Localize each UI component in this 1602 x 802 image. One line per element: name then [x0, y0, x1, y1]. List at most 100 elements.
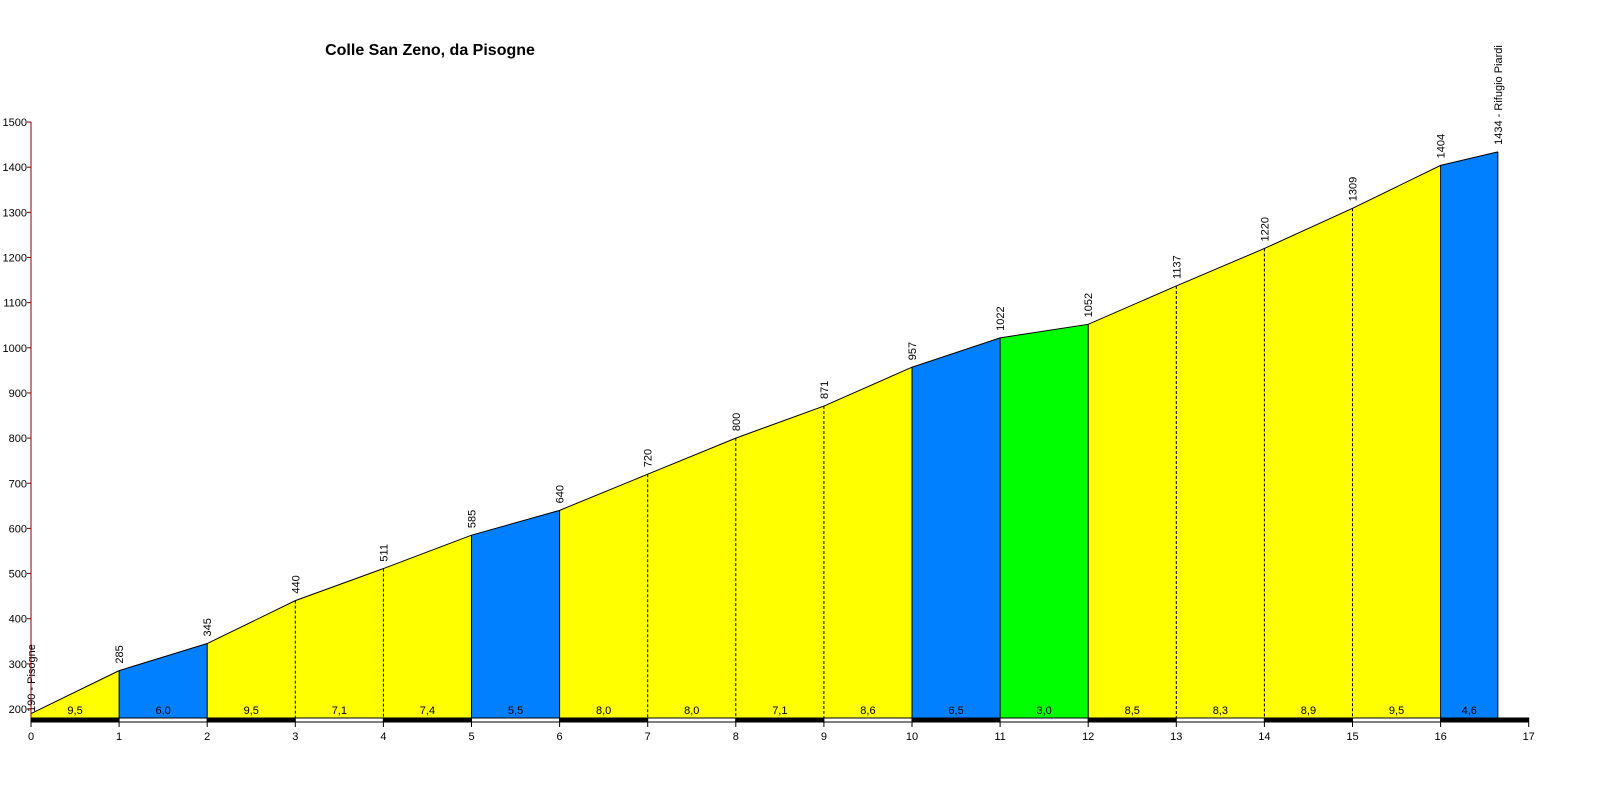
segment-fill	[912, 337, 1001, 718]
segment-fill	[295, 568, 384, 718]
x-tick-label: 15	[1346, 731, 1358, 743]
segment-fill	[119, 643, 208, 718]
x-tick-label: 12	[1082, 731, 1094, 743]
x-tick-label: 9	[821, 731, 827, 743]
gradient-label: 8,6	[860, 705, 875, 717]
y-tick-label: 200	[9, 704, 27, 716]
elevation-label: 957	[907, 342, 919, 360]
segment-fill	[1264, 208, 1353, 718]
gradient-label: 9,5	[1389, 705, 1404, 717]
distance-bar-segment	[294, 717, 384, 723]
x-tick-label: 6	[557, 731, 563, 743]
chart-title: Colle San Zeno, da Pisogne	[325, 42, 535, 59]
segment-fill	[471, 510, 560, 718]
gradient-labels: 9,5 6,0 9,5 7,1 7,4 5,5 8,0 8,0 7,1 8,6 6,5 3,0 8,5 8…	[67, 705, 1476, 717]
elevation-label: 285	[114, 645, 126, 663]
gradient-label: 8,3	[1213, 705, 1228, 717]
segment-fills	[31, 151, 1498, 719]
elevation-label: 1434 - Rifugio Piardi	[1493, 45, 1505, 145]
segment-dividers	[30, 151, 1499, 718]
segment-fill	[735, 406, 824, 718]
distance-bar-segment	[559, 717, 649, 723]
x-axis: 0 1 2 3 4 5 6 7 8 9 10 11 12 13 14 15 16 17	[28, 721, 1535, 743]
segment-fill	[1352, 165, 1441, 719]
y-tick-label: 1300	[3, 207, 27, 219]
distance-bar-segment	[1087, 717, 1177, 723]
distance-bar-segment	[1440, 717, 1499, 723]
distance-bar-segment	[1175, 717, 1265, 723]
elevation-label: 190 - Pisogne	[26, 644, 38, 712]
segment-fill	[1440, 151, 1498, 718]
y-tick-label: 400	[9, 614, 27, 626]
gradient-label: 3,0	[1037, 705, 1052, 717]
y-tick-label: 900	[9, 388, 27, 400]
y-tick-label: 600	[9, 523, 27, 535]
gradient-label: 7,4	[420, 705, 435, 717]
elevation-label: 1022	[995, 306, 1007, 330]
gradient-label: 8,5	[1125, 705, 1140, 717]
distance-bar	[30, 717, 1530, 723]
elevation-label: 720	[643, 449, 655, 467]
x-tick-label: 0	[28, 731, 34, 743]
elevation-label: 871	[819, 381, 831, 399]
distance-bar-segment	[1263, 717, 1354, 723]
distance-bar-segment	[647, 717, 737, 723]
distance-bar-tail	[1497, 717, 1530, 723]
distance-bar-segment	[999, 717, 1089, 723]
gradient-label: 6,5	[948, 705, 963, 717]
y-tick-label: 1200	[3, 253, 27, 265]
x-tick-label: 13	[1170, 731, 1182, 743]
segment-fill	[823, 367, 912, 718]
elevation-label: 640	[555, 485, 567, 503]
x-tick-label: 4	[380, 731, 386, 743]
y-tick-label: 1400	[3, 162, 27, 174]
distance-bar-segment	[1352, 717, 1442, 723]
gradient-label: 5,5	[508, 705, 523, 717]
distance-bar-segment	[471, 717, 561, 723]
distance-bar-segment	[911, 717, 1001, 723]
distance-bar-segment	[382, 717, 472, 723]
x-tick-label: 7	[645, 731, 651, 743]
elevation-label: 440	[290, 575, 302, 593]
profile-line	[30, 151, 1498, 714]
distance-bar-segment	[823, 717, 913, 723]
gradient-label: 9,5	[67, 705, 82, 717]
y-axis: 200 300 400 500 600 700 800 900 1000 1100 1200 1300…	[3, 117, 32, 718]
x-tick-label: 8	[733, 731, 739, 743]
segment-fill	[31, 670, 120, 718]
x-tick-label: 10	[906, 731, 918, 743]
elevation-label: 1309	[1348, 177, 1360, 201]
y-tick-label: 1100	[3, 298, 27, 310]
x-tick-label: 16	[1434, 731, 1446, 743]
y-tick-label: 500	[9, 569, 27, 581]
y-tick-label: 700	[9, 478, 27, 490]
gradient-label: 8,0	[596, 705, 611, 717]
segment-fill	[559, 474, 648, 718]
distance-bar-segment	[735, 717, 825, 723]
elevation-label: 1404	[1436, 134, 1448, 158]
elevation-label: 345	[202, 618, 214, 636]
y-tick-label: 300	[9, 659, 27, 671]
gradient-label: 9,5	[244, 705, 259, 717]
gradient-label: 8,9	[1301, 705, 1316, 717]
x-tick-label: 3	[292, 731, 298, 743]
elevation-label: 1052	[1083, 293, 1095, 317]
x-tick-label: 1	[116, 731, 122, 743]
elevation-label: 585	[467, 510, 479, 528]
y-tick-label: 1000	[3, 343, 27, 355]
y-tick-label: 800	[9, 433, 27, 445]
profile-line-group	[30, 151, 1498, 714]
segment-fill	[1000, 324, 1089, 718]
gradient-label: 7,1	[772, 705, 787, 717]
distance-bar-segment	[30, 717, 120, 723]
y-tick-label: 1500	[3, 117, 27, 129]
x-tick-label: 11	[994, 731, 1005, 743]
segment-fill	[1176, 248, 1265, 718]
elevation-labels: 190 - Pisogne 285 345 440 511 585 640 720 800 871…	[26, 45, 1505, 712]
elevation-label: 1220	[1259, 217, 1271, 241]
segment-fill	[207, 600, 296, 718]
segment-fill	[383, 535, 472, 718]
gradient-label: 8,0	[684, 705, 699, 717]
distance-bar-segment	[118, 717, 208, 723]
